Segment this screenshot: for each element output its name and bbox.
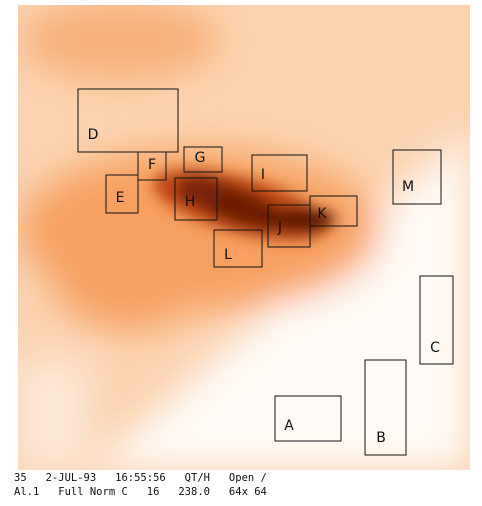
caption-line: 35 2-JUL-93 16:55:56 QT/H Open /	[14, 472, 267, 484]
region-label: B	[376, 430, 386, 446]
region-label: F	[148, 157, 156, 173]
xray-image	[18, 0, 470, 470]
caption-line: Al.1 Full Norm C 16 238.0 64x 64	[14, 486, 267, 498]
region-label: K	[317, 206, 327, 222]
region-label: A	[284, 418, 294, 434]
region-label: I	[261, 167, 265, 183]
sxt-image-view: A B C D E F G H I J K L M 35 2-JUL-93 16:55:56 QT/H …	[0, 0, 482, 506]
region-label: M	[402, 179, 414, 195]
region-label: L	[224, 247, 232, 263]
region-label: G	[195, 150, 206, 166]
region-label: D	[88, 127, 99, 143]
region-label: H	[185, 194, 196, 210]
region-label: J	[277, 220, 282, 236]
region-label: E	[116, 190, 125, 206]
region-label: C	[430, 340, 440, 356]
